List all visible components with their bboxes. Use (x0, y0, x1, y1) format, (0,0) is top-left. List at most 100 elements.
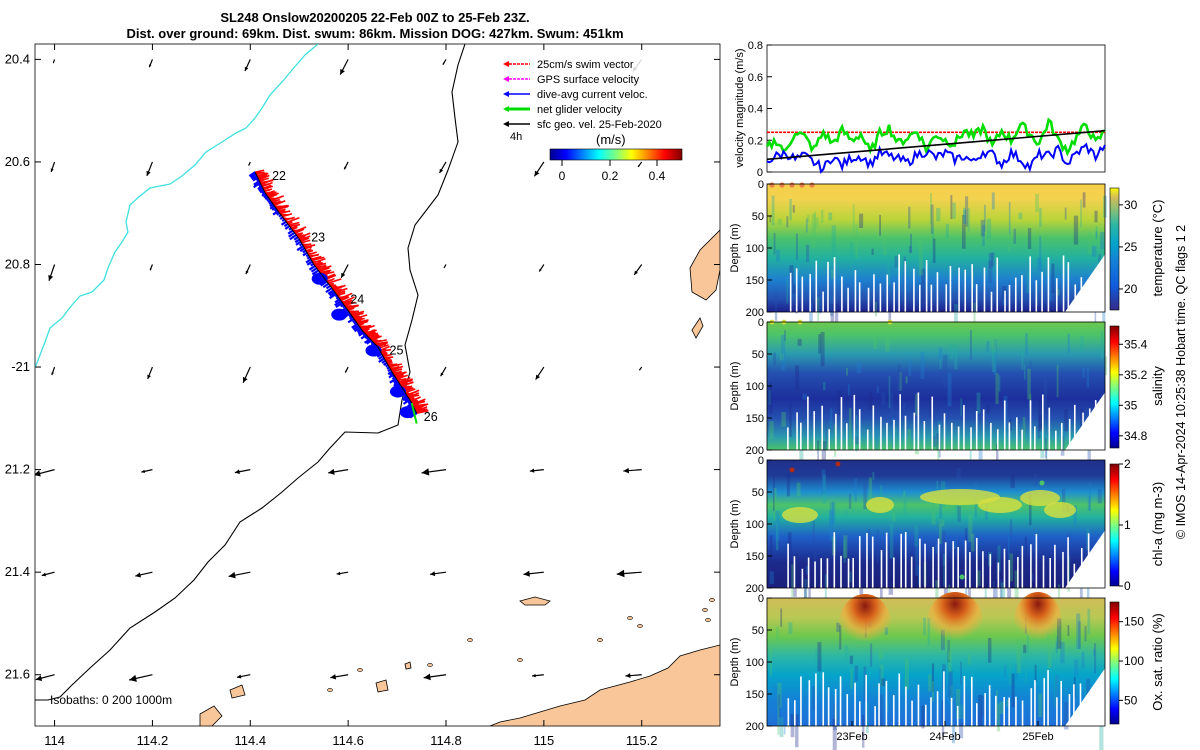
colorbar-tick-label: 35.2 (1124, 368, 1148, 382)
texture-streak (960, 661, 962, 685)
swim-vector (318, 267, 330, 272)
current-blob (331, 308, 348, 321)
data-gap (821, 405, 823, 450)
texture-streak (955, 689, 961, 719)
data-gap (1055, 430, 1057, 450)
data-gap (1048, 407, 1051, 450)
texture-streak (830, 408, 833, 428)
land-masses (199, 229, 720, 726)
swim-vector (293, 226, 307, 233)
data-gap (930, 697, 932, 726)
texture-streak (844, 510, 848, 521)
texture-streak (820, 331, 825, 367)
swim-vector (277, 208, 286, 212)
y-tick-label: 21.2 (5, 462, 30, 477)
current-vector (327, 289, 335, 295)
texture-streak (811, 213, 816, 248)
swim-vector (313, 261, 323, 265)
data-gap (964, 269, 967, 312)
section-field (767, 322, 1105, 450)
texture-streak (778, 694, 781, 718)
speed-colorbar: (m/s) 0 0.2 0.4 (549, 132, 683, 183)
vel-y-tick-label: 0.2 (748, 135, 763, 147)
texture-streak (862, 715, 865, 748)
texture-streak (832, 719, 837, 750)
swim-vector (310, 255, 322, 261)
data-gap (1008, 284, 1011, 312)
texture-streak (775, 522, 779, 551)
colorbar (1109, 463, 1120, 587)
swim-vector (268, 193, 278, 199)
data-gap (1015, 696, 1017, 726)
data-gap (1067, 262, 1070, 312)
swim-vector (410, 399, 419, 403)
swim-vector (335, 290, 342, 294)
swim-vector (306, 249, 314, 253)
texture-streak (908, 359, 912, 377)
no-data-wedge (1065, 668, 1105, 726)
swim-vector (388, 363, 398, 367)
data-gap (1003, 696, 1005, 726)
current-vector (334, 299, 342, 307)
texture-streak (992, 581, 995, 609)
legend-label: GPS surface velocity (537, 74, 640, 86)
swim-vector (304, 246, 312, 250)
current-vector (353, 326, 361, 333)
texture-streak (905, 658, 909, 690)
data-gap (880, 416, 882, 450)
swim-vector (372, 339, 378, 342)
texture-streak (1031, 573, 1034, 582)
texture-streak (854, 665, 859, 682)
data-gap (854, 270, 857, 312)
oxygen-maximum (927, 592, 983, 652)
velocity-arrowhead (634, 270, 638, 275)
texture-streak (1086, 368, 1090, 388)
data-gap (859, 701, 861, 726)
current-vector (335, 301, 344, 308)
velocity-arrowhead (244, 66, 249, 72)
speed-colorbar-bar (549, 148, 683, 161)
texture-streak (938, 518, 942, 545)
current-vector (257, 185, 263, 190)
texture-streak (1056, 364, 1059, 398)
current-vector (268, 201, 273, 205)
texture-streak (1011, 673, 1015, 708)
swim-vector (281, 213, 293, 218)
texture-streak (1073, 505, 1077, 526)
land-polygon (404, 661, 412, 670)
map-axis-ticks: 114 114.2 114.4 114.6 114.8 115 115.220.420.62… (5, 44, 720, 748)
current-vector (311, 269, 320, 276)
data-gap (1106, 558, 1108, 588)
texture-streak (923, 617, 926, 636)
texture-streak (780, 335, 786, 371)
texture-streak (872, 471, 875, 480)
texture-streak (1018, 212, 1023, 220)
x-tick-label: 114.4 (234, 733, 266, 748)
no-data-wedge (1065, 392, 1105, 450)
texture-streak (921, 268, 925, 303)
swim-vector (350, 310, 365, 316)
texture-streak (850, 242, 853, 268)
texture-streak (805, 218, 808, 233)
texture-streak (988, 252, 994, 269)
data-gap (990, 422, 992, 450)
texture-streak (1009, 553, 1014, 582)
texture-streak (986, 218, 992, 239)
texture-streak (1086, 576, 1090, 607)
current-vector (269, 204, 275, 210)
data-gap (932, 546, 934, 588)
swim-vector (334, 287, 348, 293)
swim-vector (352, 315, 360, 318)
data-gap (880, 550, 883, 588)
data-gap (936, 691, 939, 726)
current-vector (283, 223, 289, 228)
island (705, 618, 711, 622)
texture-streak (902, 402, 906, 411)
texture-streak (948, 584, 950, 601)
glider-path (254, 171, 418, 414)
swim-vector (394, 371, 407, 378)
texture-streak (1009, 519, 1013, 538)
texture-streak (931, 663, 935, 692)
swim-vector (415, 406, 428, 413)
current-vector (266, 197, 270, 202)
